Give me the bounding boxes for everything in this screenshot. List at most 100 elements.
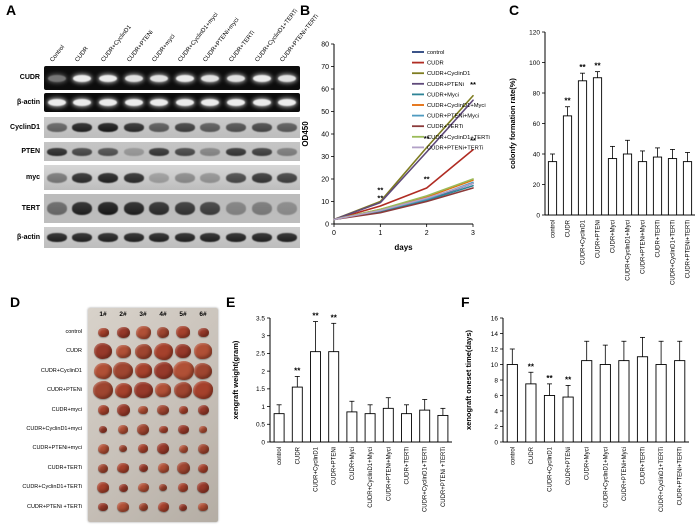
xenograft-tumor-photo: 1# 2# 3# 4# 5# 6# [88,308,218,522]
svg-text:80: 80 [321,41,329,48]
tumor-specimen [117,501,129,513]
xenograft-group-label: CUDR+myci [51,406,82,413]
tumor-specimen [116,326,130,338]
svg-text:120: 120 [529,29,540,36]
band [200,147,221,156]
band [278,74,297,82]
svg-text:16: 16 [491,315,499,322]
band [278,99,297,106]
bar [273,413,285,443]
xenograft-group-label: CUDR [66,348,82,355]
band [175,99,194,106]
x-tick-label: CUDR+CyclinD1 [581,219,587,265]
tumor-specimen [198,463,208,473]
blot-row-label: myc [25,173,40,181]
band [124,74,143,82]
pcr-gel-strip [44,93,300,112]
svg-text:3: 3 [471,230,475,237]
tumor-specimen [118,425,128,434]
svg-text:40: 40 [533,151,541,158]
band [150,74,169,82]
band [123,123,144,132]
band [174,147,195,156]
legend-label: CUDR+Myci [427,92,459,98]
x-tick-label: CUDR+TERTi [641,447,647,485]
xenograft-group-label: CUDR+PTENi [47,387,82,394]
svg-text:0.5: 0.5 [256,422,265,429]
panel-label-c: C [509,2,520,18]
band [226,233,246,242]
x-tick-label: CUDR+PTENi+Myci [641,220,647,274]
tumor-specimen [116,404,130,416]
svg-text:40: 40 [321,131,329,138]
bar [346,411,358,443]
band [98,202,118,215]
svg-text:70: 70 [321,64,329,71]
bar [437,414,449,443]
bar [506,364,518,443]
panel-d-xenograft-panel: control CUDR CUDR+CyclinD1 CUDR+PTENi CUDR+m… [4,308,218,526]
svg-text:50: 50 [321,109,329,116]
xenograft-group-label: CUDR+PTENi+myci [32,445,82,452]
x-tick-label: CUDR+PTENi [596,220,602,258]
band [99,99,117,106]
tumor-specimen [97,482,109,493]
band [98,147,118,156]
bar [525,383,537,443]
tumor-specimen [138,444,148,454]
band [47,99,66,106]
x-tick-label: CUDR+CyclinD1+Myci [626,220,632,281]
specimen-column-header: 3# [139,311,147,318]
tumor-specimen [178,406,188,414]
tumor-specimen [198,502,208,512]
svg-text:60: 60 [321,86,329,93]
blot-row-label: CUDR [19,74,40,81]
od450-line-chart: 0 10 20 30 40 50 60 70 80 0 1 2 3 days OD450 control CUD… [301,41,490,252]
band [251,233,272,242]
tumor-specimen [172,361,194,380]
svg-text:days: days [394,243,413,252]
tumor-specimen [137,482,149,493]
x-tick-label: CUDR+TERTi [405,447,411,485]
bar [364,413,376,443]
xenograft-group-label: CUDR+TERTi [47,464,82,471]
band [149,172,170,183]
significance-mark: ** [331,313,338,322]
lane-label: Control [49,44,66,64]
tumor-specimen [93,381,113,399]
significance-mark: ** [546,374,553,383]
tumor-specimen [134,343,152,359]
legend-label: CUDR+PTENi+Myci [427,114,479,120]
bar [581,360,593,443]
bar [592,77,603,216]
band [99,74,117,82]
significance-mark: ** [424,134,430,143]
svg-text:1.5: 1.5 [256,386,265,393]
specimen-column-header: 6# [199,311,207,318]
western-blot-strip [44,142,300,161]
band [149,202,170,215]
band [72,233,93,242]
significance-mark: ** [594,62,601,71]
tumor-specimen [97,327,109,338]
xenograft-row-labels: control CUDR CUDR+CyclinD1 CUDR+PTENi CUDR+m… [4,308,84,522]
band [227,99,245,106]
specimen-column-header: 1# [99,311,107,318]
band [72,147,93,156]
tumor-specimen [157,502,169,512]
specimen-column-header: 2# [119,311,127,318]
band [72,123,93,132]
tumor-specimen [114,382,132,398]
band [149,147,170,156]
lane-label: CUDR+CyclinD1+TERTi [254,8,299,64]
svg-text:1: 1 [378,230,382,237]
tumor-specimen [157,327,169,338]
legend-label: CUDR+CyclinD1+Myci [427,103,486,109]
bar [419,409,431,443]
x-tick-label: CUDR+Myci [611,220,617,253]
significance-mark: ** [470,80,476,89]
legend-label: CUDR+CyclinD1+TERTi [427,135,490,141]
band [73,99,92,106]
tumor-specimen [119,445,127,453]
series-line [333,187,474,221]
